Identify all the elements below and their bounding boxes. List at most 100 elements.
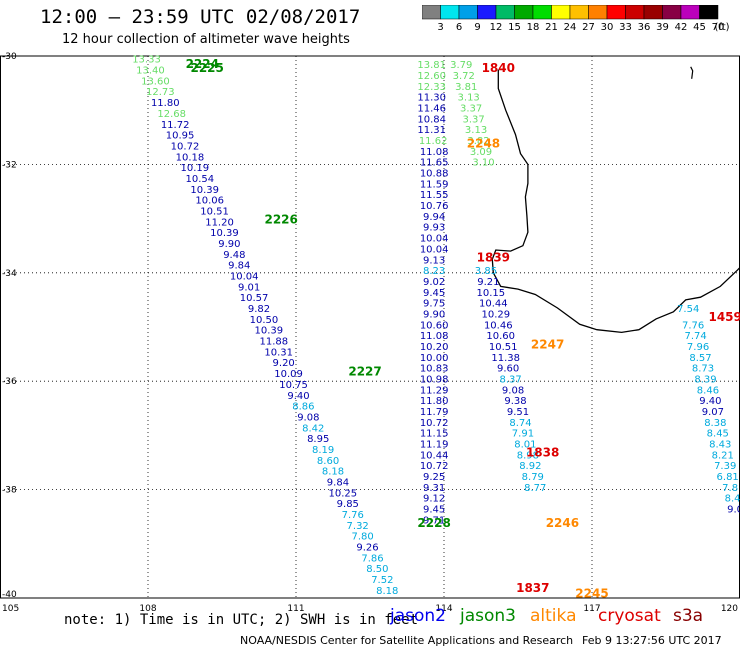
wave-height-value: 10.29: [481, 309, 510, 320]
wave-height-value: 11.31: [417, 125, 446, 136]
colorbar-label: 70: [711, 22, 725, 33]
pass-label: 2227: [348, 364, 381, 378]
wave-height-value: 8.73: [692, 364, 714, 375]
wave-height-value: 3.85: [475, 266, 497, 277]
legend-cryosat: cryosat: [598, 606, 661, 626]
legend-s3a: s3a: [673, 606, 704, 626]
wave-height-value: 7.74: [684, 331, 706, 342]
wave-height-value: 9.40: [287, 391, 309, 402]
wave-height-colorbar: [422, 5, 719, 20]
wave-height-value: 8.79: [522, 472, 544, 483]
wave-height-value: 3.13: [458, 93, 480, 104]
wave-height-value: 8.18: [376, 586, 398, 597]
wave-height-value: 10.06: [195, 196, 224, 207]
latitude-label: -32: [2, 160, 17, 170]
colorbar-label: 21: [545, 22, 558, 33]
wave-height-value: 7.76: [342, 510, 364, 521]
wave-height-value: 10.95: [166, 131, 195, 142]
pass-label: 1459: [708, 310, 740, 324]
wave-height-value: 10.72: [420, 418, 449, 429]
colorbar-label: 36: [637, 22, 651, 33]
wave-height-value: 11.30: [417, 93, 446, 104]
map-subtitle: 12 hour collection of altimeter wave hei…: [62, 32, 350, 47]
pass-label: 2225: [190, 61, 223, 75]
colorbar-label: 30: [600, 22, 614, 33]
track-jason3-1459: 7.547.767.747.968.578.738.398.469.409.07…: [677, 304, 740, 516]
latitude-label: -38: [2, 486, 17, 496]
wave-height-value: 10.44: [479, 299, 508, 310]
wave-height-value: 7.39: [714, 461, 736, 472]
colorbar-label: 39: [656, 22, 669, 33]
wave-height-value: 11.65: [420, 158, 449, 169]
legend-altika: altika: [530, 606, 577, 626]
wave-height-value: 8.74: [509, 418, 531, 429]
latitude-label: -40: [2, 590, 17, 600]
wave-height-value: 10.18: [176, 152, 205, 163]
wave-height-value: 9.08: [502, 385, 524, 396]
wave-height-value: 11.80: [151, 98, 180, 109]
wave-height-value: 10.88: [420, 169, 449, 180]
wave-height-value: 10.57: [240, 293, 269, 304]
pass-label: 1840: [482, 61, 515, 75]
colorbar-label: 6: [455, 22, 463, 33]
legend-jason2: jason2: [390, 606, 446, 626]
map-title: 12:00 – 23:59 UTC 02/08/2017: [40, 6, 361, 28]
wave-height-value: 10.50: [250, 315, 279, 326]
pass-label: 2248: [467, 137, 500, 151]
colorbar-label: 3: [437, 22, 444, 33]
track-jason3-2224: 13.3313.4013.6012.7311.8012.6811.7210.95…: [132, 55, 398, 597]
wave-height-value: 9.0: [727, 505, 740, 516]
wave-height-value: 8.38: [704, 418, 726, 429]
pass-label: 2228: [417, 516, 450, 530]
wave-height-value: 7.80: [351, 532, 373, 543]
longitude-label: 117: [583, 604, 600, 614]
wave-height-value: 10.25: [329, 488, 358, 499]
wave-height-value: 9.25: [423, 472, 445, 483]
colorbar-label: 24: [563, 22, 577, 33]
colorbar-swatch: [699, 5, 719, 20]
wave-height-value: 9.40: [699, 396, 721, 407]
colorbar-labels: 3 6 9 12 15 18 21 24 27 30 33 36 39 42 45 70 (ft): [422, 22, 732, 36]
wave-height-value: 9.75: [423, 299, 445, 310]
wave-height-value: 8.39: [694, 374, 716, 385]
wave-height-value: 9.48: [223, 250, 245, 261]
wave-height-value: 12.33: [417, 82, 446, 93]
wave-height-value: 9.45: [423, 505, 445, 516]
wave-height-value: 10.04: [420, 244, 449, 255]
longitude-label: 120: [721, 604, 738, 614]
wave-height-value: 7.54: [677, 304, 699, 315]
credit-line: NOAA/NESDIS Center for Satellite Applica…: [240, 634, 574, 647]
wave-height-value: 10.84: [417, 114, 446, 125]
wave-height-value: 9.93: [423, 223, 445, 234]
pass-label: 2224: [186, 57, 219, 71]
wave-height-value: 3.81: [455, 82, 477, 93]
wave-height-value: 11.08: [420, 147, 449, 158]
wave-height-value: 10.04: [420, 234, 449, 245]
wave-height-value: 7.76: [682, 320, 704, 331]
wave-height-value: 10.31: [264, 347, 293, 358]
wave-height-value: 7.96: [687, 342, 709, 353]
wave-height-value: 10.60: [486, 331, 515, 342]
wave-height-value: 8.98: [517, 450, 539, 461]
wave-height-value: 8.46: [697, 385, 719, 396]
track-jason2-1840: 13.8112.6012.3311.3011.4610.8411.3111.62…: [417, 60, 448, 526]
latitude-label: -34: [2, 269, 17, 279]
wave-height-value: 8.37: [499, 374, 521, 385]
wave-height-value: 9.13: [423, 255, 445, 266]
wave-height-value: 9.60: [497, 364, 519, 375]
wave-height-value: 11.38: [491, 353, 520, 364]
wave-height-value: 8.4: [725, 494, 740, 505]
wave-height-value: 9.51: [507, 407, 529, 418]
wave-height-value: 7.8: [722, 483, 738, 494]
wave-height-value: 10.39: [190, 185, 219, 196]
wave-height-value: 7.32: [347, 521, 369, 532]
wave-height-value: 11.46: [417, 103, 446, 114]
wave-height-value: 11.19: [420, 440, 449, 451]
wave-height-value: 9.90: [218, 239, 240, 250]
wave-height-value: 12.60: [417, 71, 446, 82]
longitude-label: 105: [2, 604, 19, 614]
longitude-label: 108: [139, 604, 156, 614]
pass-label: 1839: [477, 251, 510, 265]
